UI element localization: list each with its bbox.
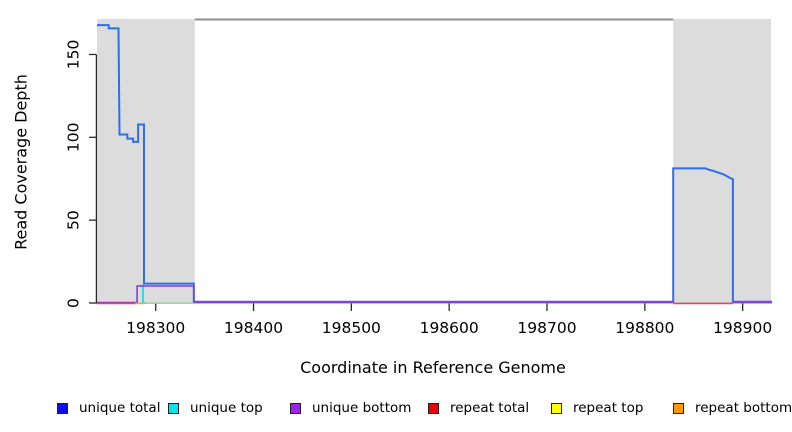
series-unique-total [97,24,772,303]
legend-swatch [428,402,439,414]
legend-item: unique top [168,398,263,418]
legend-swatch [673,402,684,414]
y-tick-label: 150 [65,40,83,70]
x-tick-label: 198700 [517,319,576,337]
x-tick-label: 198900 [713,319,772,337]
x-tick-label: 198400 [224,319,283,337]
x-tick-label: 198600 [420,319,479,337]
legend-item: repeat top [551,398,643,418]
legend-swatch [168,402,179,414]
x-tick-label: 198300 [126,319,185,337]
y-tick-label: 100 [65,123,83,153]
legend-swatch [57,402,68,414]
legend-item: repeat total [428,398,529,418]
repeat-region-right [673,19,772,304]
repeat-region-left [97,19,195,304]
x-tick-label: 198500 [322,319,381,337]
legend-label: repeat total [450,400,530,416]
y-axis-title: Read Coverage Depth [11,74,31,250]
legend-label: unique bottom [312,400,412,416]
legend: unique total unique top unique bottom re… [0,398,792,418]
y-tick-label: 50 [65,210,83,230]
legend-item: unique bottom [290,398,411,418]
legend-label: unique total [79,400,161,416]
legend-label: unique top [190,400,263,416]
x-axis-title: Coordinate in Reference Genome [300,358,566,377]
y-tick-label: 0 [65,298,83,308]
legend-swatch [290,402,301,414]
legend-item: repeat bottom [673,398,792,418]
legend-swatch [551,402,562,414]
legend-label: repeat bottom [695,400,792,416]
x-tick-label: 198800 [615,319,674,337]
legend-item: unique total [57,398,160,418]
legend-label: repeat top [573,400,644,416]
